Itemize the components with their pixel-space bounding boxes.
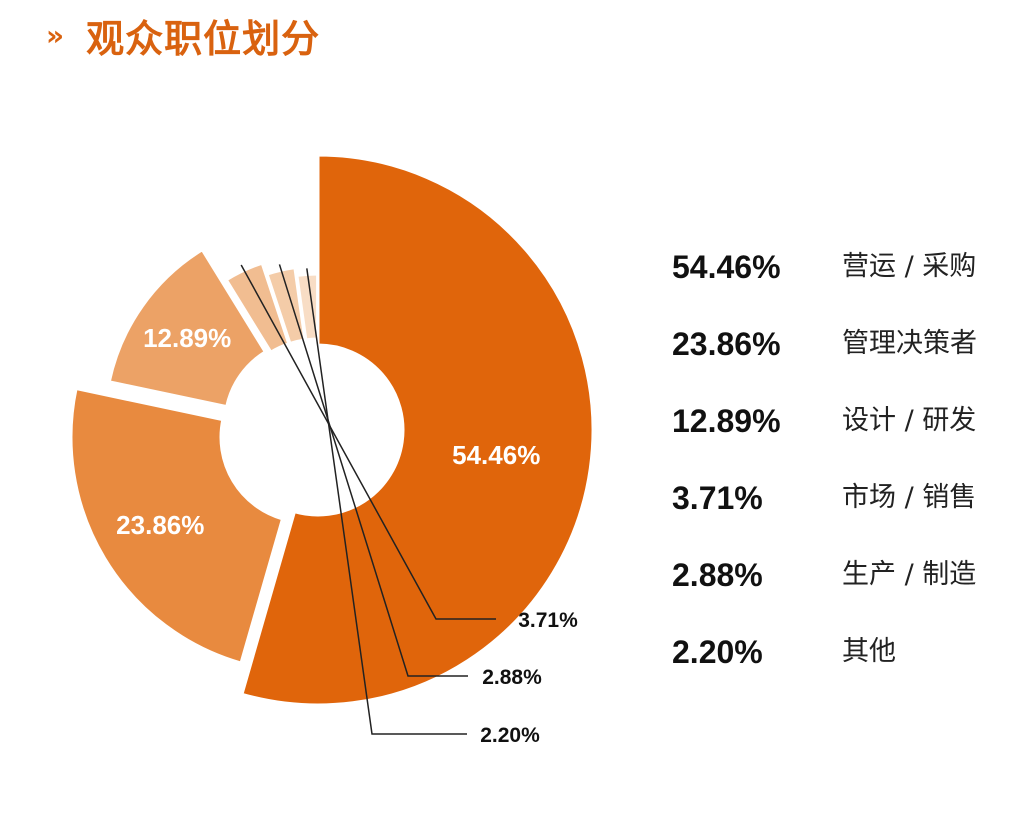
legend-label: 市场 / 销售 [842, 482, 977, 513]
leader-line [240, 264, 496, 620]
legend-label: 营运 / 采购 [842, 251, 977, 282]
legend-value: 23.86% [672, 326, 781, 362]
legend-item: 2.20% 其他 [672, 630, 1012, 707]
page-title: 观众职位划分 [86, 17, 321, 61]
leader-line [278, 264, 468, 677]
legend-item: 2.88% 生产 / 制造 [672, 553, 1012, 630]
legend-value: 2.20% [672, 634, 763, 670]
legend-label: 其他 [842, 636, 896, 667]
leader-line [306, 268, 467, 735]
legend: 54.46% 营运 / 采购 23.86% 管理决策者 12.89% 设计 / … [672, 245, 1012, 707]
legend-item: 23.86% 管理决策者 [672, 322, 1012, 399]
slice-label: 3.71% [518, 609, 578, 632]
slice-label: 23.86% [116, 510, 204, 540]
double-chevron-icon: » [46, 18, 65, 52]
legend-value: 2.88% [672, 557, 763, 593]
pie-slice [295, 272, 320, 342]
legend-value: 54.46% [672, 249, 781, 285]
slice-label: 2.88% [482, 666, 542, 689]
legend-item: 54.46% 营运 / 采购 [672, 245, 1012, 322]
pie-slice [240, 153, 595, 707]
slice-label: 2.20% [480, 724, 540, 747]
legend-label: 管理决策者 [842, 328, 977, 359]
legend-label: 生产 / 制造 [842, 559, 977, 590]
title-row: » 观众职位划分 [46, 8, 320, 63]
legend-label: 设计 / 研发 [842, 405, 977, 436]
slice-label: 54.46% [452, 440, 540, 470]
legend-value: 3.71% [672, 480, 763, 516]
legend-item: 12.89% 设计 / 研发 [672, 399, 1012, 476]
legend-value: 12.89% [672, 403, 781, 439]
slice-label: 12.89% [143, 323, 231, 353]
legend-item: 3.71% 市场 / 销售 [672, 476, 1012, 553]
pie-slice [69, 386, 285, 665]
pie-slice [107, 247, 268, 409]
